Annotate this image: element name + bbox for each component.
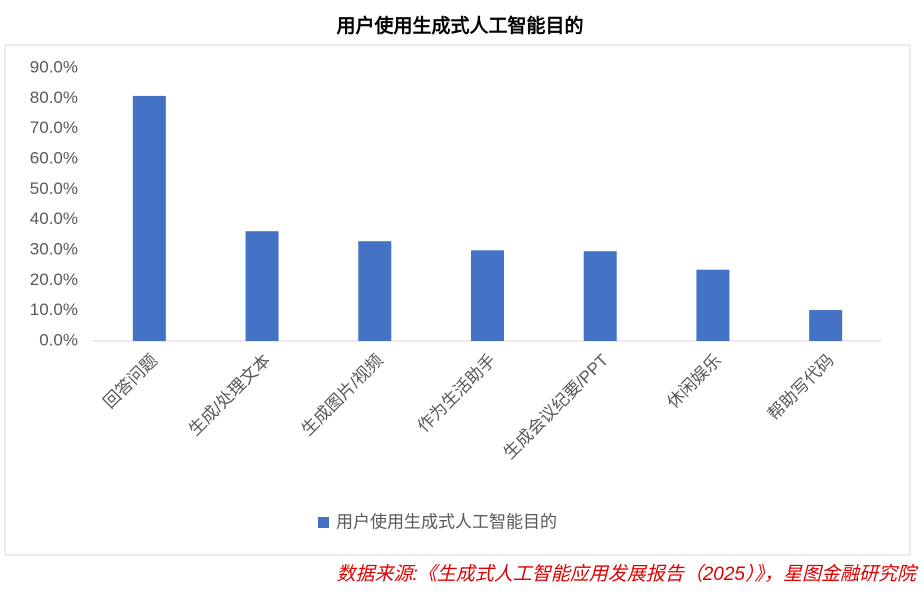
y-tick-label: 30.0% <box>30 239 78 258</box>
source-note: 数据来源:《生成式人工智能应用发展报告（2025）》，星图金融研究院 <box>336 563 919 585</box>
y-tick-label: 40.0% <box>30 209 78 228</box>
y-tick-label: 80.0% <box>30 88 78 107</box>
bar <box>245 231 279 341</box>
y-tick-label: 20.0% <box>30 270 78 289</box>
legend-swatch <box>318 517 329 528</box>
y-tick-label: 70.0% <box>30 118 78 137</box>
y-tick-label: 10.0% <box>30 300 78 319</box>
bar <box>809 310 843 341</box>
bar <box>471 250 504 341</box>
y-tick-label: 50.0% <box>30 179 78 198</box>
y-tick-label: 90.0% <box>30 57 78 76</box>
chart-title: 用户使用生成式人工智能目的 <box>336 14 583 37</box>
y-tick-label: 0.0% <box>39 330 78 349</box>
legend-label: 用户使用生成式人工智能目的 <box>336 511 557 531</box>
bar <box>583 251 617 341</box>
bar <box>132 95 166 341</box>
y-tick-label: 60.0% <box>30 148 78 167</box>
bar <box>358 241 392 341</box>
bar <box>696 269 730 341</box>
